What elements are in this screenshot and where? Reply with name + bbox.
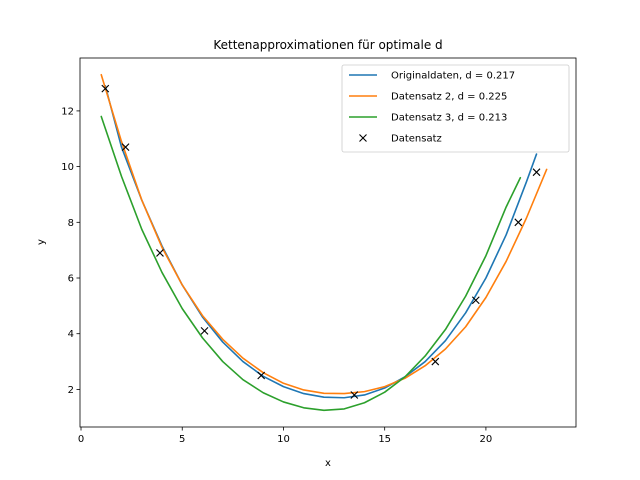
- y-tick-label: 6: [68, 274, 74, 285]
- x-axis-label: x: [325, 458, 331, 469]
- data-point-marker: [200, 327, 209, 335]
- y-tick-label: 12: [61, 106, 74, 117]
- y-tick-label: 8: [68, 218, 74, 229]
- legend: Originaldaten, d = 0.217 Datensatz 2, d =…: [341, 64, 570, 153]
- y-tick-label: 4: [68, 329, 74, 340]
- data-point-marker: [532, 168, 541, 177]
- data-point-marker: [431, 357, 440, 366]
- legend-label: Datensatz 2, d = 0.225: [391, 92, 507, 103]
- data-point-marker: [471, 296, 480, 305]
- x-tick-label: 10: [277, 434, 290, 445]
- data-point-marker: [514, 218, 523, 227]
- x-axis: 0 5 10 15 20: [78, 427, 492, 445]
- legend-label: Datensatz: [391, 134, 442, 145]
- y-tick-label: 10: [61, 162, 74, 173]
- data-point-marker: [350, 391, 359, 399]
- legend-marker-swatch: [359, 134, 367, 142]
- y-axis-label: y: [36, 239, 47, 245]
- legend-label: Datensatz 3, d = 0.213: [391, 113, 507, 124]
- data-point-marker: [257, 371, 266, 380]
- series-line-2: [100, 73, 548, 395]
- series-line-3: [100, 115, 522, 412]
- legend-label: Originaldaten, d = 0.217: [391, 71, 515, 82]
- x-tick-label: 15: [378, 434, 391, 445]
- data-point-marker: [121, 143, 130, 152]
- legend-entry: Datensatz 3, d = 0.213: [349, 113, 507, 124]
- x-tick-label: 20: [480, 434, 493, 445]
- legend-entry: Datensatz 2, d = 0.225: [349, 92, 507, 103]
- chart-title: Kettenapproximationen für optimale d: [213, 38, 442, 52]
- legend-box: [341, 64, 570, 153]
- data-point-marker: [156, 249, 164, 257]
- y-axis: 2 4 6 8 10 12: [61, 106, 80, 396]
- legend-entry: Originaldaten, d = 0.217: [349, 71, 515, 82]
- legend-entry: Datensatz: [359, 134, 442, 145]
- x-tick-label: 5: [179, 434, 185, 445]
- data-point-marker: [101, 84, 110, 93]
- plot-frame: [79, 57, 577, 428]
- y-tick-label: 2: [68, 385, 74, 396]
- x-tick-label: 0: [78, 434, 84, 445]
